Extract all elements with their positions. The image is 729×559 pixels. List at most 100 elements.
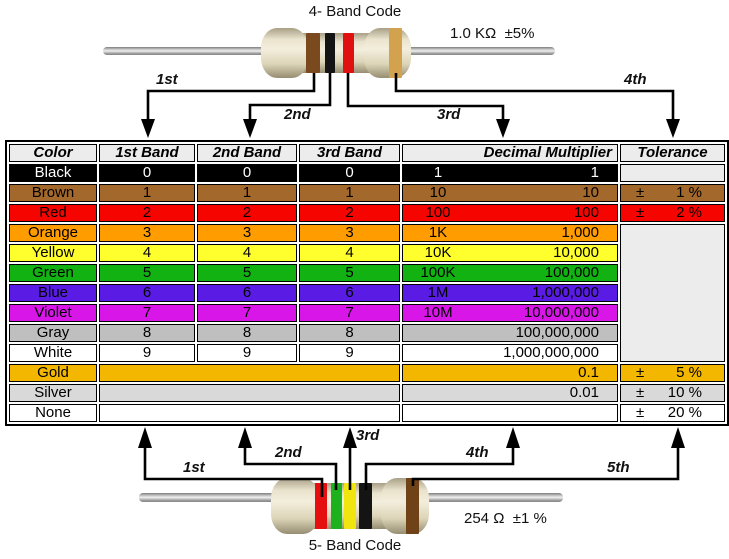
- table-row-none: None ±20 %: [9, 404, 725, 422]
- bottom-band-brown-icon: [406, 478, 419, 534]
- top-arrow-label-3rd: 3rd: [437, 106, 461, 123]
- top-arrow-4th-head-icon: [666, 119, 680, 138]
- row-gold-multiplier-full: 0.1: [578, 364, 599, 381]
- row-silver-tolerance: ±10 %: [620, 384, 725, 402]
- row-yellow-multiplier-full: 10,000: [553, 244, 599, 261]
- row-orange-band2: 3: [197, 224, 297, 242]
- row-red-tolerance-sign: ±: [636, 204, 645, 221]
- row-green-band2: 5: [197, 264, 297, 282]
- bottom-arrow-label-5th: 5th: [607, 459, 630, 476]
- bottom-resistor-value-label: 254 Ω ±1 %: [464, 510, 547, 527]
- top-band-brown-icon: [306, 33, 320, 73]
- row-yellow-band2: 4: [197, 244, 297, 262]
- table-row-brown: Brown 1 1 1 10 10 ±1 %: [9, 184, 725, 202]
- top-resistor-right-cap: [364, 28, 411, 78]
- top-arrow-2nd-head-icon: [243, 119, 257, 138]
- row-red-tolerance-value: 2 %: [676, 204, 702, 221]
- table-row-silver: Silver 0.01 ±10 %: [9, 384, 725, 402]
- row-black-band2: 0: [197, 164, 297, 182]
- color-code-table: Color 1st Band 2nd Band 3rd Band Decimal…: [5, 140, 729, 426]
- top-arrow-label-2nd: 2nd: [284, 106, 311, 123]
- row-orange-band3: 3: [299, 224, 400, 242]
- header-decimal-multiplier: Decimal Multiplier: [402, 144, 618, 162]
- bottom-band-black-icon: [359, 483, 372, 529]
- bottom-band-red-icon: [315, 483, 327, 529]
- row-gray-multiplier-full: 100,000,000: [515, 324, 599, 341]
- table-row-violet: Violet 7 7 7 10M 10,000,000: [9, 304, 725, 322]
- row-white-band3: 9: [299, 344, 400, 362]
- row-blue-multiplier: 1M 1,000,000: [402, 284, 618, 302]
- bottom-arrow-label-4th: 4th: [466, 444, 489, 461]
- row-blue-color-name: Blue: [9, 284, 97, 302]
- row-violet-band2: 7: [197, 304, 297, 322]
- table-header-row: Color 1st Band 2nd Band 3rd Band Decimal…: [9, 144, 725, 162]
- row-silver-tolerance-sign: ±: [636, 384, 645, 401]
- row-brown-color-name: Brown: [9, 184, 97, 202]
- row-brown-multiplier-short: 10: [429, 184, 447, 201]
- row-none-tolerance: ±20 %: [620, 404, 725, 422]
- top-resistor-title: 4- Band Code: [308, 3, 402, 20]
- row-violet-multiplier-short: 10M: [423, 304, 453, 321]
- top-arrow-3rd-head-icon: [496, 119, 510, 138]
- row-gold-color-name: Gold: [9, 364, 97, 382]
- header-1st-band: 1st Band: [99, 144, 195, 162]
- row-black-band1: 0: [99, 164, 195, 182]
- table-row-red: Red 2 2 2 100 100 ±2 %: [9, 204, 725, 222]
- top-band-gold-icon: [389, 28, 402, 78]
- row-brown-band1: 1: [99, 184, 195, 202]
- row-violet-band1: 7: [99, 304, 195, 322]
- row-red-band2: 2: [197, 204, 297, 222]
- row-red-band1: 2: [99, 204, 195, 222]
- top-arrow-label-1st: 1st: [156, 71, 178, 88]
- bottom-arrow-2nd-head-icon: [238, 427, 252, 448]
- row-green-multiplier: 100K 100,000: [402, 264, 618, 282]
- row-brown-band3: 1: [299, 184, 400, 202]
- row-orange-color-name: Orange: [9, 224, 97, 242]
- row-yellow-color-name: Yellow: [9, 244, 97, 262]
- row-yellow-multiplier-short: 10K: [424, 244, 452, 261]
- row-red-multiplier-full: 100: [573, 204, 599, 221]
- bottom-band-green-icon: [331, 483, 342, 529]
- bottom-arrow-3rd-head-icon: [343, 427, 357, 448]
- row-orange-band1: 3: [99, 224, 195, 242]
- top-band-red-icon: [343, 33, 354, 73]
- row-blue-band3: 6: [299, 284, 400, 302]
- row-white-color-name: White: [9, 344, 97, 362]
- row-gold-tolerance: ±5 %: [620, 364, 725, 382]
- bottom-arrow-label-2nd: 2nd: [275, 444, 302, 461]
- row-blue-band2: 6: [197, 284, 297, 302]
- row-gray-band2: 8: [197, 324, 297, 342]
- bottom-band-yellow-icon: [344, 483, 356, 529]
- table-row-yellow: Yellow 4 4 4 10K 10,000: [9, 244, 725, 262]
- table-row-gray: Gray 8 8 8 100,000,000: [9, 324, 725, 342]
- table-row-orange: Orange 3 3 3 1K 1,000: [9, 224, 725, 362]
- row-gold-tolerance-value: 5 %: [676, 364, 702, 381]
- bottom-arrow-4th-head-icon: [506, 427, 520, 448]
- row-green-band3: 5: [299, 264, 400, 282]
- table-row-black: Black 0 0 0 1 1: [9, 164, 725, 182]
- row-green-band1: 5: [99, 264, 195, 282]
- table-row-blue: Blue 6 6 6 1M 1,000,000: [9, 284, 725, 302]
- row-none-tolerance-value: 20 %: [667, 404, 702, 421]
- row-orange-multiplier: 1K 1,000: [402, 224, 618, 242]
- row-silver-bands-merged: [99, 384, 400, 402]
- row-black-multiplier-full: 1: [590, 164, 599, 181]
- row-brown-tolerance-value: 1 %: [676, 184, 702, 201]
- top-resistor-left-cap: [261, 28, 308, 78]
- row-brown-band2: 1: [197, 184, 297, 202]
- row-green-multiplier-short: 100K: [420, 264, 456, 281]
- row-white-multiplier-full: 1,000,000,000: [503, 344, 599, 361]
- row-gold-bands-merged: [99, 364, 400, 382]
- bottom-arrow-1st-head-icon: [138, 427, 152, 448]
- row-blue-band1: 6: [99, 284, 195, 302]
- row-gray-color-name: Gray: [9, 324, 97, 342]
- row-green-color-name: Green: [9, 264, 97, 282]
- row-red-multiplier: 100 100: [402, 204, 618, 222]
- row-violet-color-name: Violet: [9, 304, 97, 322]
- row-black-tolerance: [620, 164, 725, 182]
- row-violet-multiplier: 10M 10,000,000: [402, 304, 618, 322]
- row-gold-multiplier: 0.1: [402, 364, 618, 382]
- bottom-arrow-5th-head-icon: [671, 427, 685, 448]
- row-silver-tolerance-value: 10 %: [667, 384, 702, 401]
